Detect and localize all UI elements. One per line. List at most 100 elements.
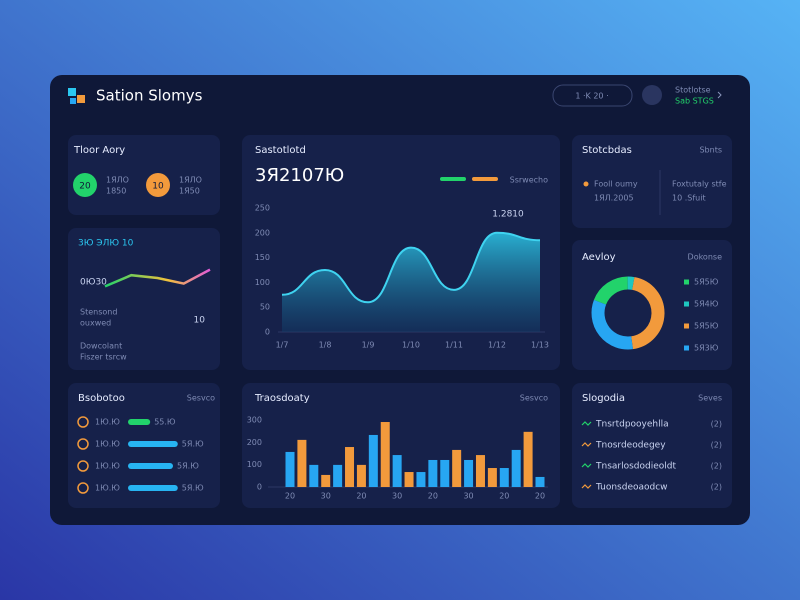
- progress-label: 55.Ю: [154, 418, 176, 427]
- card-title: Stotcbdas: [582, 145, 632, 156]
- mini-value: 0Ю30: [80, 278, 107, 288]
- x-tick-label: 1/13: [531, 341, 549, 350]
- progress-bar: [128, 485, 178, 491]
- y-tick-label: 0: [265, 328, 270, 337]
- row-label: 1Ю.Ю: [95, 418, 120, 427]
- stat-text: 1ЯЛО: [179, 176, 202, 185]
- progress-bar: [128, 441, 178, 447]
- row-icon: [581, 463, 592, 468]
- y-tick-label: 50: [260, 303, 270, 312]
- progress-label: 5Я.Ю: [182, 440, 204, 449]
- card-action[interactable]: Seves: [698, 394, 722, 403]
- list-text: Tnsarlosdodieoldt: [595, 462, 676, 472]
- x-tick-label: 20: [356, 492, 366, 501]
- row-icon: [581, 421, 592, 426]
- status-text: Foxtutaly stfe: [672, 180, 727, 189]
- legend-label: 5Я4Ю: [694, 300, 719, 309]
- bar: [380, 422, 390, 487]
- card-title: 3Ю ЭЛЮ 10: [78, 239, 134, 249]
- legend-label: 5Я5Ю: [694, 322, 719, 331]
- mini-text: ouxwed: [80, 319, 111, 328]
- row-label: 1Ю.Ю: [95, 462, 120, 471]
- progress-label: 5Я.Ю: [177, 462, 199, 471]
- card-title: Traosdoaty: [254, 393, 310, 404]
- status-text: 10 .Sfuit: [672, 194, 706, 203]
- card-action[interactable]: Sbnts: [699, 146, 722, 155]
- list-count: (2): [711, 462, 722, 471]
- bar: [511, 449, 521, 487]
- y-tick-label: 100: [255, 278, 270, 287]
- status-dot: [583, 181, 589, 187]
- list-text: Tnosrdeodegey: [595, 441, 666, 451]
- card-action[interactable]: Sesvco: [187, 394, 215, 403]
- row-icon: [581, 442, 592, 447]
- bar: [321, 474, 331, 487]
- progress-bar: [128, 463, 173, 469]
- mini-line: [104, 268, 211, 288]
- area-line: [281, 231, 541, 304]
- row-icon: [581, 484, 592, 489]
- row-icon: [77, 416, 89, 428]
- y-tick-label: 0: [257, 483, 262, 492]
- y-tick-label: 100: [247, 460, 262, 469]
- legend-swatch: [684, 323, 689, 329]
- x-tick-label: 20: [499, 492, 509, 501]
- stat-text: 1850: [106, 187, 126, 196]
- stat-circle: [146, 173, 170, 197]
- row-icon: [77, 482, 89, 494]
- area-fill: [282, 232, 540, 332]
- bar: [285, 451, 295, 487]
- chevron[interactable]: [717, 91, 722, 99]
- x-tick-label: 20: [535, 492, 545, 501]
- list-count: (2): [711, 441, 722, 450]
- legend-swatch: [684, 345, 689, 351]
- card-title: Sastotlotd: [255, 145, 306, 156]
- bar: [440, 459, 450, 487]
- app-title: Sation Slomys: [96, 87, 203, 105]
- x-tick-label: 1/10: [402, 341, 420, 350]
- x-tick-label: 30: [392, 492, 402, 501]
- bar: [368, 434, 378, 487]
- pill[interactable]: [552, 84, 633, 107]
- bar: [309, 464, 319, 487]
- logo: [68, 88, 85, 104]
- x-tick-label: 30: [321, 492, 331, 501]
- card-title: Bsobotoo: [78, 393, 125, 404]
- x-tick-label: 30: [463, 492, 473, 501]
- bar: [475, 455, 485, 487]
- bar: [392, 455, 402, 487]
- row-label: 1Ю.Ю: [95, 440, 120, 449]
- row-label: 1Ю.Ю: [95, 484, 120, 493]
- avatar[interactable]: [642, 85, 662, 105]
- donut-slice: [630, 277, 665, 350]
- card-title: Slogodia: [582, 393, 625, 404]
- row-icon: [77, 460, 89, 472]
- mini-text: Fiszer tsrcw: [80, 353, 127, 362]
- card-action[interactable]: Dokonse: [688, 253, 723, 262]
- card-action[interactable]: Sesvco: [520, 394, 548, 403]
- x-tick-label: 20: [285, 492, 295, 501]
- list-count: (2): [711, 483, 722, 492]
- mini-text: Dowcolant: [80, 342, 122, 351]
- bar: [345, 447, 355, 487]
- stat-value: 20: [79, 182, 91, 192]
- y-tick-label: 150: [255, 253, 270, 262]
- main-total: 3Я2107Ю: [255, 165, 344, 186]
- stat-value: 10: [152, 182, 164, 192]
- stat-text: 1Я50: [179, 187, 200, 196]
- progress-bar: [128, 419, 151, 425]
- annotation: 1.2810: [492, 210, 524, 220]
- legend-label: 5Я3Ю: [694, 344, 719, 353]
- donut-slice: [591, 299, 633, 350]
- legend-label: 5Я5Ю: [694, 278, 719, 287]
- status-text: Fooll oumy: [594, 180, 638, 189]
- progress-label: 5Я.Ю: [182, 484, 204, 493]
- bar: [535, 476, 545, 487]
- x-tick-label: 1/7: [276, 341, 289, 350]
- pill-text: 1 ·K 20 ·: [575, 92, 608, 101]
- mini-text: Stensond: [80, 308, 117, 317]
- bar: [487, 468, 497, 487]
- card-title: Aevloy: [582, 252, 616, 263]
